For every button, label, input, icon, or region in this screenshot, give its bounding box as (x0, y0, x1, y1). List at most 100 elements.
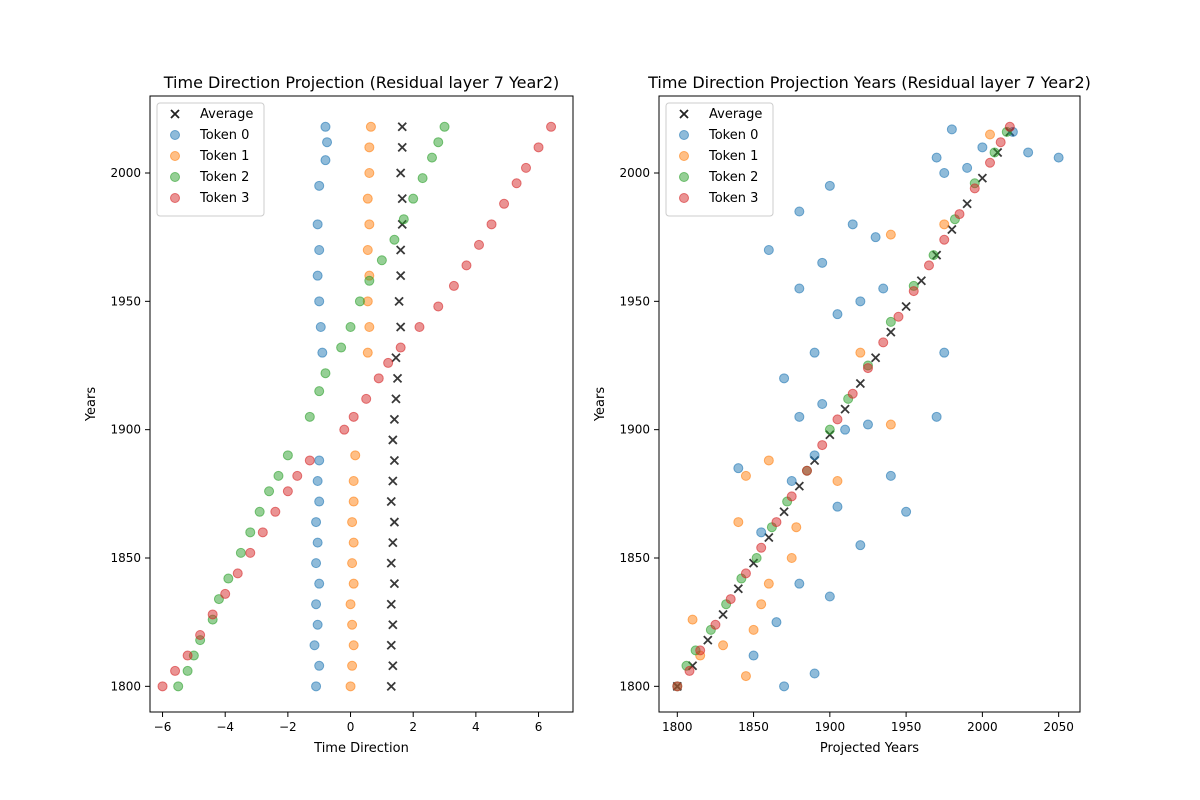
point-token-0-30 (931, 411, 942, 422)
point-token-3-6 (756, 542, 767, 553)
point-token-3-21 (448, 280, 459, 291)
legend-label-token-3: Token 3 (199, 191, 249, 206)
point-token-0-10 (312, 476, 323, 486)
point-average-23 (396, 168, 406, 178)
point-token-3-25 (499, 198, 510, 209)
point-token-1-16 (362, 245, 373, 255)
point-average-13 (870, 353, 881, 363)
point-average-11 (840, 404, 850, 414)
point-token-0-6 (311, 558, 322, 569)
point-token-1-3 (748, 624, 759, 635)
legend: Average Token 0 Token 1 Token 2 Token 3 (665, 102, 774, 217)
point-token-0-27 (824, 180, 835, 191)
point-token-2-14 (314, 386, 325, 397)
point-token-0-9 (809, 450, 820, 461)
point-token-0-6 (733, 463, 744, 474)
point-token-0-10 (832, 501, 843, 512)
point-token-3-20 (433, 301, 444, 312)
point-token-0-34 (977, 142, 988, 153)
point-token-0-12 (794, 411, 805, 422)
point-token-3-26 (511, 178, 522, 189)
point-token-2-6 (751, 553, 762, 563)
point-token-3-12 (847, 388, 858, 399)
point-token-0-15 (312, 270, 323, 281)
point-token-0-21 (855, 296, 866, 307)
point-token-0-23 (794, 283, 805, 294)
point-token-3-0 (157, 681, 168, 692)
point-token-3-14 (878, 337, 889, 348)
point-average-4 (386, 599, 396, 609)
point-average-6 (386, 558, 396, 568)
legend-label-token-1: Token 1 (708, 149, 758, 164)
point-token-3-23 (1004, 121, 1015, 132)
point-token-2-25 (427, 152, 437, 163)
legend-label-token-0: Token 0 (708, 128, 758, 143)
point-token-0-39 (939, 168, 950, 178)
point-token-3-24 (486, 219, 497, 230)
point-token-2-9 (254, 506, 265, 517)
point-token-2-26 (433, 137, 444, 148)
point-token-0-31 (939, 347, 950, 358)
point-token-1-11 (885, 419, 896, 430)
x-tick-label: 4 (472, 720, 480, 734)
chart-title: Time Direction Projection (Residual laye… (163, 73, 560, 92)
point-token-0-18 (314, 180, 325, 191)
point-token-0-32 (931, 152, 942, 163)
point-average-7 (779, 507, 789, 517)
point-average-18 (947, 224, 957, 235)
point-token-1-3 (347, 619, 358, 630)
point-token-0-2 (748, 650, 759, 661)
point-token-0-13 (817, 399, 828, 409)
point-token-1-9 (348, 496, 359, 507)
point-token-1-10 (855, 347, 866, 358)
point-token-1-2 (740, 671, 751, 682)
legend-label-token-2: Token 2 (199, 170, 249, 185)
point-average-17 (396, 322, 406, 332)
point-token-0-16 (885, 470, 896, 481)
point-token-0-2 (309, 640, 320, 651)
y-tick-label: 1800 (619, 679, 650, 693)
point-average-18 (394, 296, 404, 306)
chart-title: Time Direction Projection Years (Residua… (647, 73, 1091, 92)
axes-frame (149, 95, 574, 713)
point-token-0-25 (763, 245, 774, 255)
point-token-2-18 (989, 147, 1000, 158)
point-token-1-2 (348, 640, 359, 651)
point-token-0-5 (314, 578, 325, 589)
point-token-1-5 (733, 517, 744, 528)
point-token-0-17 (312, 219, 323, 230)
point-token-2-13 (304, 411, 315, 422)
point-token-1-18 (362, 193, 373, 204)
point-token-0-8 (311, 517, 322, 528)
point-average-11 (389, 455, 400, 466)
point-token-3-0 (672, 681, 683, 692)
x-tick-label: 1900 (815, 720, 846, 734)
point-token-2-1 (182, 665, 193, 676)
point-token-2-24 (417, 173, 428, 184)
point-token-3-13 (862, 363, 873, 374)
legend: Average Token 0 Token 1 Token 2 Token 3 (156, 102, 265, 217)
point-token-1-1 (718, 640, 729, 651)
point-token-1-12 (362, 347, 373, 358)
point-token-3-4 (725, 594, 736, 605)
point-token-3-6 (232, 568, 243, 579)
y-tick-label: 1950 (619, 294, 650, 308)
point-average-16 (391, 353, 401, 363)
point-token-2-7 (235, 547, 246, 558)
point-token-1-8 (791, 522, 802, 533)
point-token-1-17 (687, 614, 698, 625)
point-token-0-26 (794, 206, 805, 217)
point-average-3 (718, 609, 728, 620)
y-tick-label: 2000 (110, 166, 141, 180)
point-average-25 (397, 122, 407, 132)
x-tick-label: 1950 (891, 720, 922, 734)
point-average-12 (388, 435, 398, 445)
point-token-3-17 (923, 260, 934, 271)
point-token-3-18 (939, 234, 950, 245)
point-token-0-11 (855, 540, 866, 551)
point-token-1-14 (985, 129, 996, 140)
x-tick-label: 0 (347, 720, 355, 734)
point-token-3-18 (395, 342, 406, 353)
legend-marker-average (679, 109, 689, 119)
x-tick-label: 6 (535, 720, 543, 734)
